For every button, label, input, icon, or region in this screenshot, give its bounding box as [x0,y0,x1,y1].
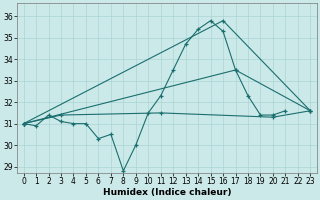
X-axis label: Humidex (Indice chaleur): Humidex (Indice chaleur) [103,188,231,197]
